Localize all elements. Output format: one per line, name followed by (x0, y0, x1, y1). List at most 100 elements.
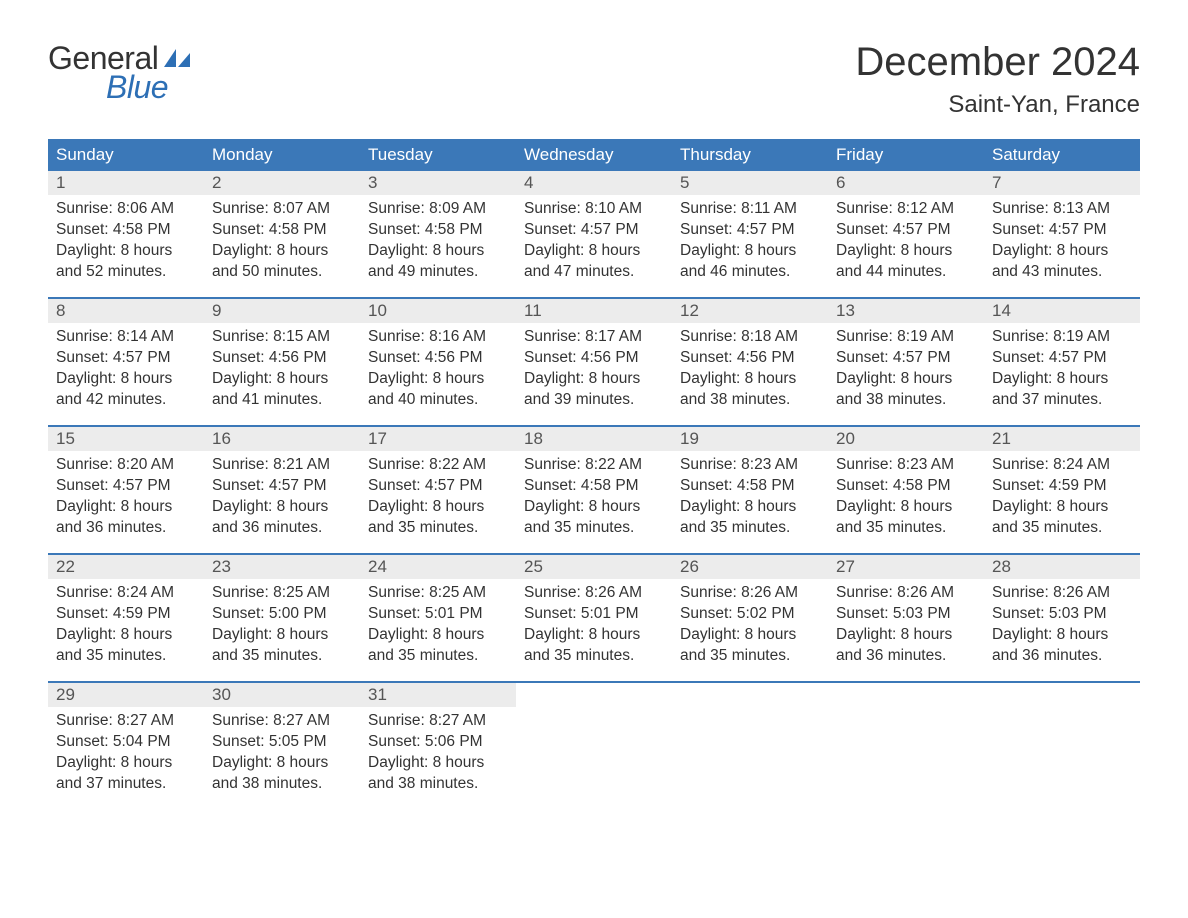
day-content: Sunrise: 8:24 AMSunset: 4:59 PMDaylight:… (48, 579, 204, 675)
day-number-row: 1 (48, 171, 204, 195)
day-cell: 13 Sunrise: 8:19 AMSunset: 4:57 PMDayligh… (828, 299, 984, 425)
sunrise-line: Sunrise: 8:27 AM (56, 711, 196, 732)
day-cell: 19Sunrise: 8:23 AMSunset: 4:58 PMDayligh… (672, 427, 828, 553)
day-content: Sunrise: 8:21 AMSunset: 4:57 PMDaylight:… (204, 451, 360, 547)
day-number-row: 22 (48, 555, 204, 579)
sunrise-line: Sunrise: 8:23 AM (836, 455, 976, 476)
day-number: 9 (212, 301, 221, 320)
day-cell: 22Sunrise: 8:24 AMSunset: 4:59 PMDayligh… (48, 555, 204, 681)
daylight-line-2: and 49 minutes. (368, 262, 508, 283)
day-cell: 21Sunrise: 8:24 AMSunset: 4:59 PMDayligh… (984, 427, 1140, 553)
day-number: 19 (680, 429, 699, 448)
sunset-line: Sunset: 4:58 PM (524, 476, 664, 497)
day-header: Thursday (672, 139, 828, 171)
day-number: 27 (836, 557, 855, 576)
daylight-line-1: Daylight: 8 hours (836, 497, 976, 518)
sunset-line: Sunset: 4:56 PM (524, 348, 664, 369)
daylight-line-1: Daylight: 8 hours (992, 241, 1132, 262)
day-content: Sunrise: 8:27 AMSunset: 5:05 PMDaylight:… (204, 707, 360, 803)
day-number: 6 (836, 173, 845, 192)
daylight-line-1: Daylight: 8 hours (524, 497, 664, 518)
calendar: SundayMondayTuesdayWednesdayThursdayFrid… (48, 139, 1140, 809)
daylight-line-2: and 40 minutes. (368, 390, 508, 411)
day-number: 18 (524, 429, 543, 448)
day-number: 10 (368, 301, 387, 320)
daylight-line-1: Daylight: 8 hours (368, 625, 508, 646)
sunrise-line: Sunrise: 8:12 AM (836, 199, 976, 220)
day-content: Sunrise: 8:27 AMSunset: 5:04 PMDaylight:… (48, 707, 204, 803)
weeks-container: 1Sunrise: 8:06 AMSunset: 4:58 PMDaylight… (48, 171, 1140, 809)
week-row: 8Sunrise: 8:14 AMSunset: 4:57 PMDaylight… (48, 297, 1140, 425)
sunrise-line: Sunrise: 8:10 AM (524, 199, 664, 220)
day-content: Sunrise: 8:15 AMSunset: 4:56 PMDaylight:… (204, 323, 360, 419)
day-cell: 12Sunrise: 8:18 AMSunset: 4:56 PMDayligh… (672, 299, 828, 425)
daylight-line-1: Daylight: 8 hours (992, 369, 1132, 390)
day-number: 11 (524, 301, 542, 320)
day-number-row: 21 (984, 427, 1140, 451)
day-cell: 27Sunrise: 8:26 AMSunset: 5:03 PMDayligh… (828, 555, 984, 681)
sunrise-line: Sunrise: 8:06 AM (56, 199, 196, 220)
sunrise-line: Sunrise: 8:15 AM (212, 327, 352, 348)
day-cell: 11Sunrise: 8:17 AMSunset: 4:56 PMDayligh… (516, 299, 672, 425)
sunset-line: Sunset: 4:58 PM (680, 476, 820, 497)
day-number-row: 28 (984, 555, 1140, 579)
day-number: 13 (836, 301, 855, 320)
location: Saint-Yan, France (855, 91, 1140, 119)
day-cell: 29Sunrise: 8:27 AMSunset: 5:04 PMDayligh… (48, 683, 204, 809)
day-number: 15 (56, 429, 75, 448)
day-number-row: 12 (672, 299, 828, 323)
day-number-row: 14 (984, 299, 1140, 323)
week-row: 1Sunrise: 8:06 AMSunset: 4:58 PMDaylight… (48, 171, 1140, 297)
sunset-line: Sunset: 4:58 PM (836, 476, 976, 497)
sunset-line: Sunset: 5:03 PM (836, 604, 976, 625)
daylight-line-1: Daylight: 8 hours (56, 753, 196, 774)
sunset-line: Sunset: 4:57 PM (56, 476, 196, 497)
day-cell: 24Sunrise: 8:25 AMSunset: 5:01 PMDayligh… (360, 555, 516, 681)
sunset-line: Sunset: 4:57 PM (836, 348, 976, 369)
daylight-line-1: Daylight: 8 hours (992, 497, 1132, 518)
sunrise-line: Sunrise: 8:18 AM (680, 327, 820, 348)
day-content: Sunrise: 8:26 AMSunset: 5:03 PMDaylight:… (984, 579, 1140, 675)
daylight-line-1: Daylight: 8 hours (524, 241, 664, 262)
daylight-line-2: and 44 minutes. (836, 262, 976, 283)
day-number: 17 (368, 429, 387, 448)
daylight-line-1: Daylight: 8 hours (680, 241, 820, 262)
day-content: Sunrise: 8:16 AMSunset: 4:56 PMDaylight:… (360, 323, 516, 419)
daylight-line-2: and 41 minutes. (212, 390, 352, 411)
daylight-line-1: Daylight: 8 hours (992, 625, 1132, 646)
day-number: 31 (368, 685, 387, 704)
day-number: 12 (680, 301, 699, 320)
day-content: Sunrise: 8:20 AMSunset: 4:57 PMDaylight:… (48, 451, 204, 547)
day-number-row: 17 (360, 427, 516, 451)
day-number-row: 5 (672, 171, 828, 195)
day-cell: 18Sunrise: 8:22 AMSunset: 4:58 PMDayligh… (516, 427, 672, 553)
day-number: 7 (992, 173, 1001, 192)
sunset-line: Sunset: 5:05 PM (212, 732, 352, 753)
day-cell (516, 683, 672, 809)
week-row: 15 Sunrise: 8:20 AMSunset: 4:57 PMDayligh… (48, 425, 1140, 553)
sunset-line: Sunset: 4:56 PM (212, 348, 352, 369)
day-cell (984, 683, 1140, 809)
sunset-line: Sunset: 5:06 PM (368, 732, 508, 753)
sunrise-line: Sunrise: 8:19 AM (992, 327, 1132, 348)
daylight-line-2: and 35 minutes. (680, 646, 820, 667)
day-number-row: 9 (204, 299, 360, 323)
week-row: 22Sunrise: 8:24 AMSunset: 4:59 PMDayligh… (48, 553, 1140, 681)
day-cell: 7Sunrise: 8:13 AMSunset: 4:57 PMDaylight… (984, 171, 1140, 297)
daylight-line-1: Daylight: 8 hours (56, 369, 196, 390)
day-content: Sunrise: 8:19 AMSunset: 4:57 PMDaylight:… (828, 323, 984, 419)
day-cell: 5Sunrise: 8:11 AMSunset: 4:57 PMDaylight… (672, 171, 828, 297)
daylight-line-2: and 52 minutes. (56, 262, 196, 283)
sunrise-line: Sunrise: 8:26 AM (524, 583, 664, 604)
daylight-line-2: and 35 minutes. (680, 518, 820, 539)
sunrise-line: Sunrise: 8:24 AM (992, 455, 1132, 476)
day-cell: 1Sunrise: 8:06 AMSunset: 4:58 PMDaylight… (48, 171, 204, 297)
daylight-line-1: Daylight: 8 hours (836, 369, 976, 390)
day-number-row: 27 (828, 555, 984, 579)
day-cell: 28Sunrise: 8:26 AMSunset: 5:03 PMDayligh… (984, 555, 1140, 681)
daylight-line-1: Daylight: 8 hours (212, 497, 352, 518)
title-block: December 2024 Saint-Yan, France (855, 40, 1140, 119)
day-cell: 16Sunrise: 8:21 AMSunset: 4:57 PMDayligh… (204, 427, 360, 553)
daylight-line-1: Daylight: 8 hours (836, 625, 976, 646)
daylight-line-2: and 37 minutes. (992, 390, 1132, 411)
